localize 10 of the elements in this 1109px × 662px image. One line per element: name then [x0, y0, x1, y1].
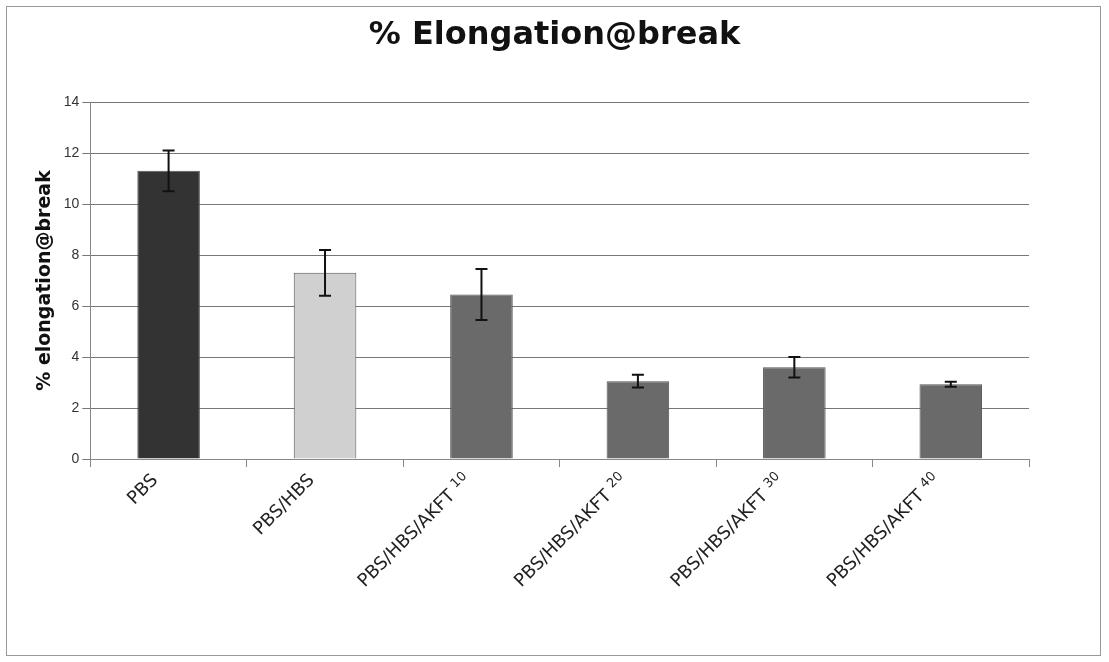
y-tick-label: 4 — [71, 347, 80, 364]
y-tick-label: 10 — [63, 194, 80, 211]
y-tick-label: 2 — [71, 398, 80, 415]
y-tick-label: 12 — [63, 143, 80, 160]
chart-title: % Elongation@break — [367, 14, 742, 52]
y-tick-label: 14 — [63, 92, 80, 109]
y-tick-label: 8 — [71, 245, 80, 262]
y-tick-label: 6 — [71, 296, 80, 313]
y-tick-label: 0 — [71, 449, 80, 466]
y-axis-title: % elongation@break — [32, 169, 55, 391]
